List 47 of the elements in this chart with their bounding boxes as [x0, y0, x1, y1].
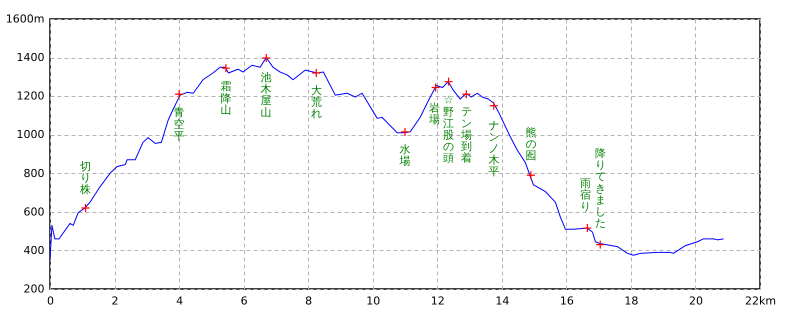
point	[221, 64, 230, 73]
x-tick-label: 10	[366, 294, 380, 308]
point	[596, 240, 605, 250]
x-tick-label: 6	[240, 294, 248, 308]
y-tick-label: 1600m	[6, 12, 44, 26]
y-tick-label: 200	[24, 282, 44, 296]
y-tick-label: 800	[24, 166, 44, 180]
point	[526, 170, 536, 180]
x-tick-label: 14	[495, 294, 510, 308]
annotation: 池木屋山	[260, 70, 272, 119]
annotation: テン場到着	[460, 105, 472, 165]
point	[582, 223, 592, 233]
x-tick-label: 20	[688, 294, 703, 308]
annotation: ナンノ木平	[488, 118, 500, 178]
annotation: 降りてきました	[594, 147, 606, 230]
x-tick-label: 0	[47, 294, 54, 308]
y-tick-label: 1000	[16, 128, 44, 142]
point	[462, 90, 471, 99]
x-tick-label: 18	[624, 294, 638, 308]
annotation: 大荒れ	[310, 84, 322, 120]
x-tick-label: 12	[430, 294, 445, 308]
annotation: 岩場	[428, 101, 440, 126]
x-tick-label: 16	[560, 294, 574, 308]
point	[400, 127, 410, 136]
x-tick-label: 22km	[744, 294, 776, 308]
point	[312, 68, 321, 78]
point	[80, 203, 90, 213]
point	[444, 77, 454, 86]
y-tick-label: 600	[24, 205, 44, 218]
x-tick-label: 2	[112, 294, 119, 308]
y-tick-label: 1200	[16, 90, 44, 103]
x-tick-label: 8	[305, 294, 312, 308]
annotation: 青空平	[174, 106, 185, 142]
line-series	[50, 57, 724, 261]
annotation: 雨宿り	[580, 176, 591, 214]
point	[489, 101, 498, 110]
point	[262, 53, 271, 63]
x-tick-label: 4	[176, 294, 184, 308]
point	[174, 90, 184, 99]
y-tick-label: 400	[24, 244, 44, 257]
annotation: 霜降山	[220, 80, 232, 116]
annotation: 切り株	[79, 160, 91, 196]
annotation: 熊の囮	[525, 126, 536, 162]
annotation: ☆野江股の頭	[443, 94, 454, 165]
point	[431, 82, 440, 92]
annotation: 水場	[398, 142, 410, 168]
y-tick-label: 1400	[16, 51, 44, 64]
